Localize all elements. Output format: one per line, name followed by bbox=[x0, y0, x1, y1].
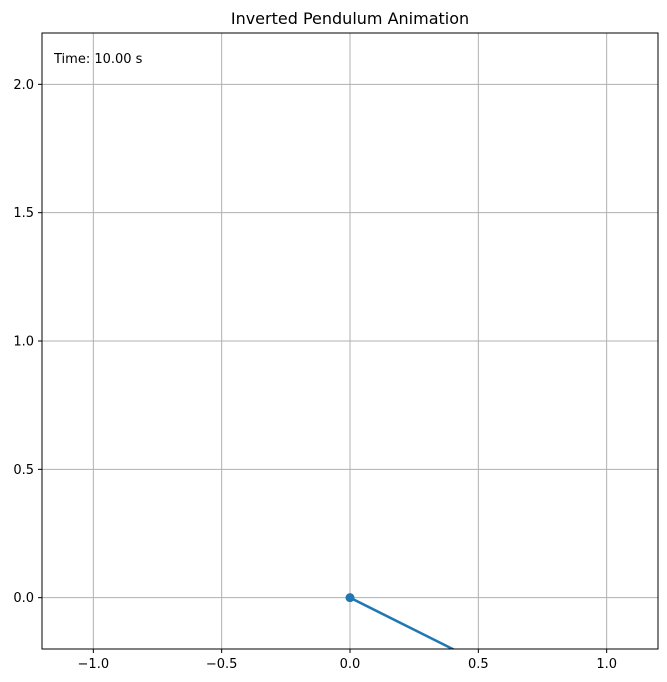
y-tick-label: 0.5 bbox=[13, 463, 34, 478]
x-tick-label: −0.5 bbox=[206, 657, 238, 672]
y-tick-label: 2.0 bbox=[13, 78, 34, 93]
time-annotation: Time: 10.00 s bbox=[53, 52, 143, 67]
data-layer bbox=[345, 593, 456, 649]
x-tick-label: 1.0 bbox=[596, 657, 617, 672]
pendulum-rod-line bbox=[348, 595, 456, 649]
pivot-marker bbox=[345, 593, 355, 603]
x-tick-label: 0.0 bbox=[340, 657, 361, 672]
chart-title: Inverted Pendulum Animation bbox=[231, 9, 469, 28]
tick-layer: −1.0 −0.5 0.0 0.5 1.0 0.0 0.5 1.0 1.5 2.0 bbox=[13, 78, 617, 672]
y-tick-label: 1.5 bbox=[13, 206, 34, 221]
x-tick-label: −1.0 bbox=[78, 657, 110, 672]
y-tick-label: 1.0 bbox=[13, 335, 34, 350]
y-tick-label: 0.0 bbox=[13, 591, 34, 606]
x-tick-label: 0.5 bbox=[468, 657, 489, 672]
